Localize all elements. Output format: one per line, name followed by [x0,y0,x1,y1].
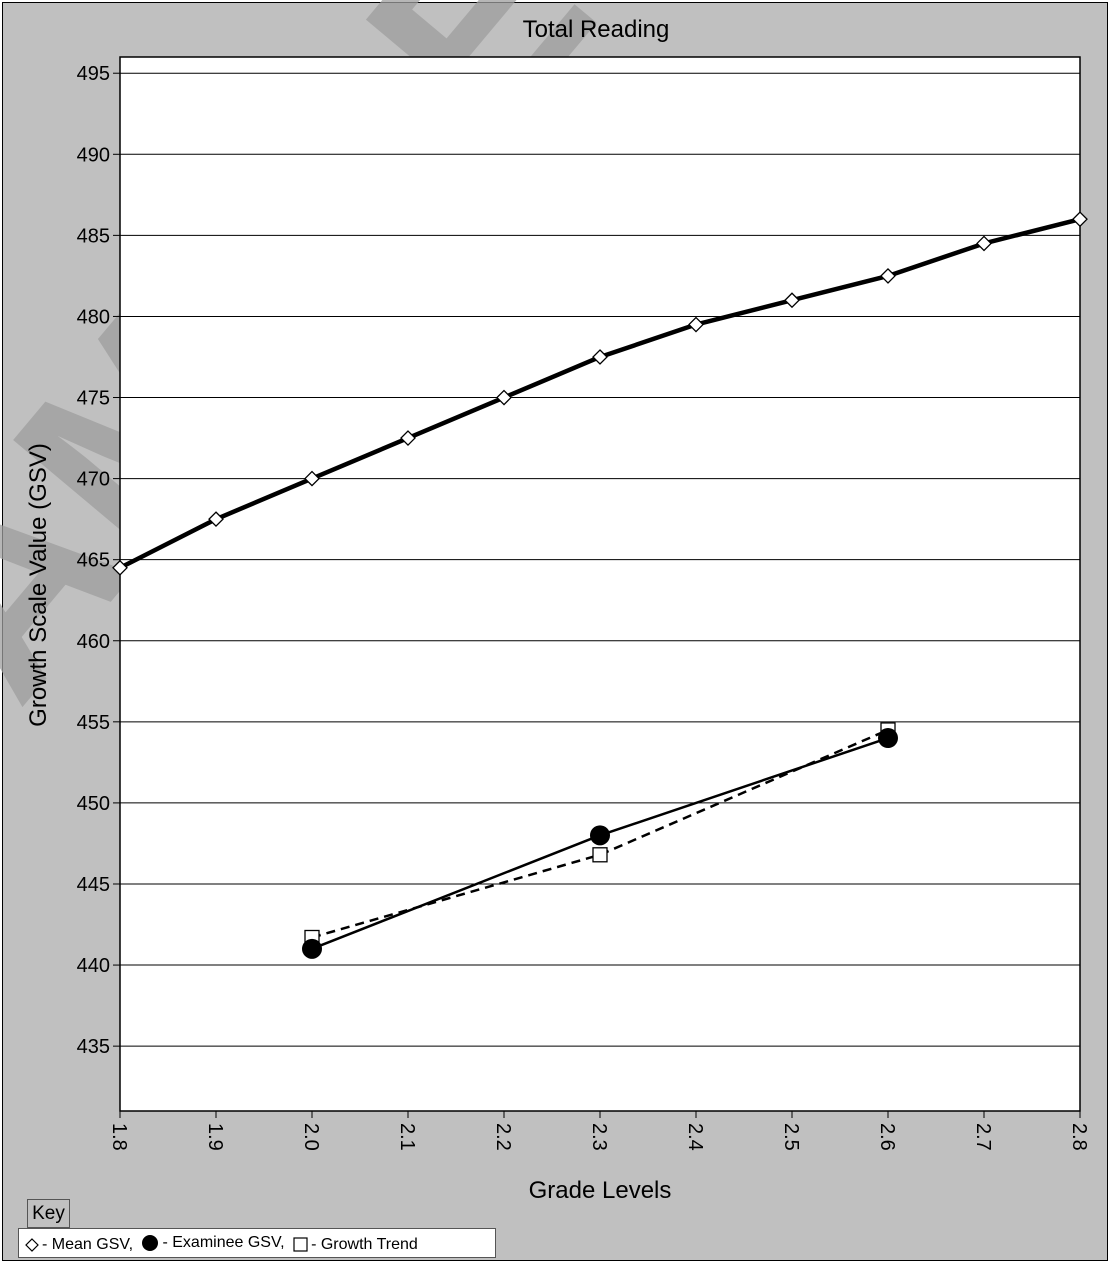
y-tick-label: 490 [77,144,110,166]
chart-title: Total Reading [523,16,670,43]
examinee-gsv-point [590,825,610,846]
mean-gsv-point [976,235,992,252]
legend-item-mean: - Mean GSV, [25,1231,133,1259]
key-label: Key [27,1199,70,1228]
mean-gsv-point [208,511,224,528]
x-tick-label: 2.4 [684,1123,706,1151]
x-tick-label: 2.8 [1068,1123,1090,1151]
examinee-gsv-point [878,728,898,749]
filled-circle-icon [142,1235,159,1251]
y-tick-label: 495 [77,63,110,85]
diamond-icon [25,1238,39,1252]
y-tick-label: 480 [77,306,110,328]
legend-text-mean: - Mean GSV, [42,1236,134,1253]
y-axis-ticks: 435 440 445 450 455 460 465 470 475 480 485 490 495 [77,63,120,1058]
legend-item-trend: - Growth Trend [293,1231,418,1259]
square-icon [293,1237,308,1252]
x-tick-label: 2.0 [300,1123,322,1151]
series-layer [112,211,1088,959]
y-tick-label: 470 [77,469,110,491]
legend-text-trend: - Growth Trend [311,1235,418,1253]
x-tick-label: 2.6 [876,1123,898,1151]
x-tick-label: 2.5 [780,1123,802,1151]
legend-item-examinee: - Examinee GSV, [141,1229,285,1257]
gridlines [120,72,1080,1047]
x-tick-label: 2.3 [588,1123,610,1151]
x-tick-label: 2.1 [396,1123,418,1151]
mean-gsv-point [592,349,608,365]
mean-gsv-point [112,559,128,576]
y-tick-label: 460 [77,631,110,653]
y-tick-label: 465 [77,550,110,572]
y-axis-label: Growth Scale Value (GSV) [25,443,52,727]
y-tick-label: 445 [77,874,110,896]
mean-gsv-point [304,470,320,487]
plot-area [119,56,1081,1112]
legend: - Mean GSV, - Examinee GSV, - Growth Tre… [18,1228,496,1258]
growth-trend-point [592,847,608,863]
x-tick-label: 2.7 [972,1123,994,1151]
mean-gsv-point [496,389,512,406]
y-tick-label: 455 [77,712,110,734]
mean-gsv-point [784,292,800,309]
legend-text-examinee: - Examinee GSV, [162,1234,285,1251]
x-axis-label: Grade Levels [529,1177,672,1204]
y-tick-label: 440 [77,955,110,977]
x-tick-label: 1.9 [204,1123,226,1151]
y-tick-label: 450 [77,793,110,815]
y-tick-label: 475 [77,388,110,410]
x-axis-ticks: 1.8 1.9 2.0 2.1 2.2 2.3 2.4 2.5 2.6 2.7 2.8 [108,1111,1090,1151]
mean-gsv-point [1072,211,1088,228]
x-tick-label: 2.2 [492,1123,514,1151]
mean-gsv-point [880,267,896,284]
examinee-gsv-point [302,938,322,959]
y-tick-label: 435 [77,1036,110,1058]
y-tick-label: 485 [77,225,110,247]
mean-gsv-point [688,316,704,333]
x-tick-label: 1.8 [108,1123,130,1151]
mean-gsv-point [400,430,416,446]
